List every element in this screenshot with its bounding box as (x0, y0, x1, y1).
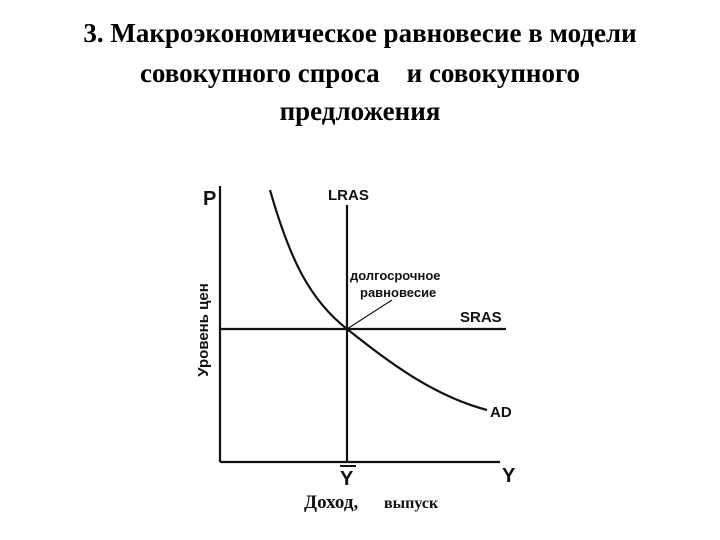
p-label: P (203, 188, 216, 210)
diagram: P Y LRAS SRAS AD долгосрочное равновесие… (195, 186, 516, 513)
ad-curve (268, 189, 488, 412)
sras-label: SRAS (460, 309, 502, 326)
y-bar-label: Y (340, 468, 354, 490)
leader-line (346, 299, 393, 330)
output-label: выпуск (384, 495, 439, 512)
price-level-label: Уровень цен (195, 283, 212, 377)
title-line: совокупного спроса и совокупного (140, 58, 580, 88)
income-label: Доход, (304, 492, 358, 513)
title-line: предложения (280, 96, 441, 126)
y-label: Y (502, 465, 516, 487)
lras-label: LRAS (328, 187, 369, 204)
title-line: 3. Макроэкономическое равновесие в модел… (83, 18, 636, 48)
equilibrium-label: равновесие (360, 285, 436, 300)
equilibrium-label: долгосрочное (350, 268, 441, 283)
ad-label: AD (490, 404, 512, 421)
